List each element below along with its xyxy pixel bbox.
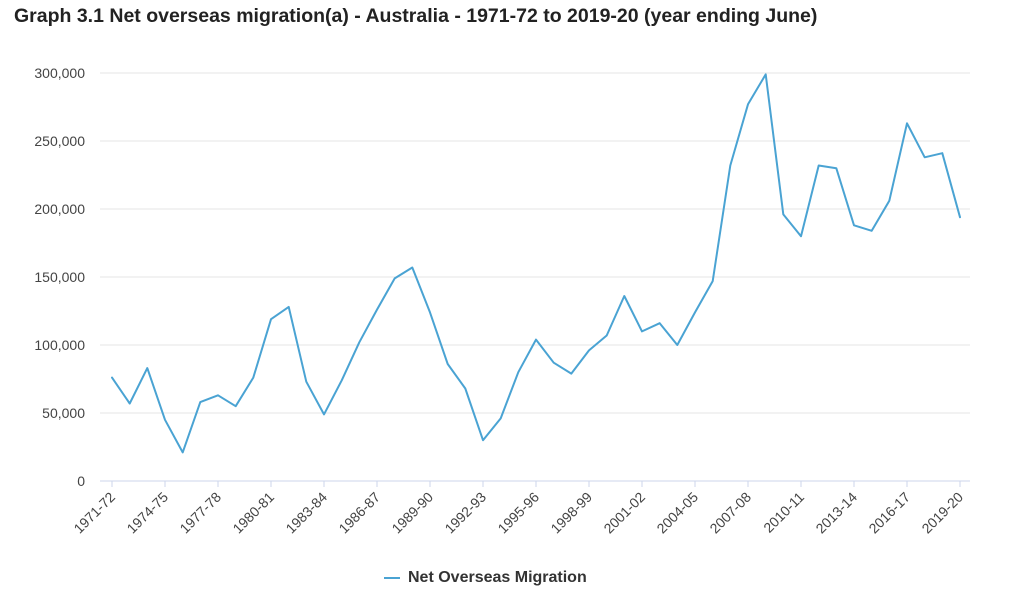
y-tick-label: 150,000 [34, 269, 85, 285]
y-axis-ticks: 0 50,000 100,000 150,000 200,000 250,000 300,0… [34, 65, 85, 489]
y-tick-label: 250,000 [34, 133, 85, 149]
y-tick-label: 50,000 [42, 405, 85, 421]
x-tick-label: 2019-20 [918, 489, 966, 537]
y-tick-label: 200,000 [34, 201, 85, 217]
x-tick-label: 2001-02 [600, 489, 648, 537]
x-tick-label: 1992-93 [441, 489, 489, 537]
legend-label: Net Overseas Migration [408, 569, 587, 586]
x-tick-label: 2010-11 [760, 489, 807, 536]
x-tick-label: 1980-81 [229, 489, 277, 537]
x-tick-label: 1977-78 [176, 489, 224, 537]
x-tick-label: 1989-90 [388, 489, 436, 537]
legend: Net Overseas Migration [384, 569, 587, 587]
x-tick-label: 1998-99 [547, 489, 595, 537]
x-tick-label: 1974-75 [123, 489, 171, 537]
x-tick-label: 2016-17 [865, 489, 913, 537]
x-tick-label: 1995-96 [494, 489, 542, 537]
y-tick-label: 0 [77, 473, 85, 489]
x-tick-label: 2007-08 [706, 489, 754, 537]
x-tick-label: 1983-84 [282, 489, 330, 537]
x-tick-label: 1986-87 [335, 489, 383, 537]
series-layer [111, 73, 961, 454]
chart-title: Graph 3.1 Net overseas migration(a) - Au… [14, 5, 818, 27]
x-tick-label: 1971-72 [70, 489, 118, 537]
y-tick-label: 300,000 [34, 65, 85, 81]
legend-swatch [384, 577, 400, 579]
gridlines [100, 72, 970, 482]
series-line-net-overseas-migration [111, 73, 961, 454]
x-axis-ticks: 1971-72 1974-75 1977-78 1980-81 1983-84 1986-… [70, 481, 966, 536]
x-tick-label: 2013-14 [812, 489, 860, 537]
x-tick-label: 2004-05 [653, 489, 701, 537]
y-tick-label: 100,000 [34, 337, 85, 353]
